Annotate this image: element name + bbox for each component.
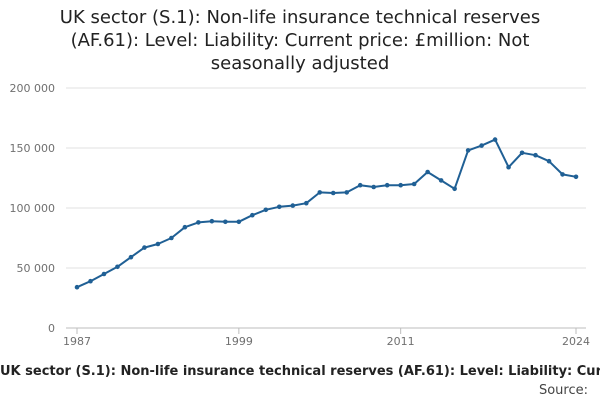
x-tick-label: 1987 (63, 335, 91, 348)
data-point (101, 271, 107, 277)
data-point (290, 203, 296, 208)
data-point (357, 182, 363, 188)
source-label: Source: (538, 383, 588, 398)
x-tick-label: 2024 (562, 335, 590, 348)
data-point (317, 190, 323, 195)
data-point (398, 182, 403, 188)
y-tick-label: 0 (48, 322, 55, 335)
data-point (465, 148, 471, 153)
series-line (76, 138, 577, 289)
data-point (155, 241, 161, 247)
tick-labels: 0 50 000 100 000 150 000 200 000 1987 1999 2011… (10, 82, 591, 348)
chart-title: UK sector (S.1): Non-life insurance tech… (59, 7, 541, 74)
data-point (263, 207, 269, 213)
gridlines (66, 87, 586, 269)
data-point (344, 190, 350, 195)
data-point (182, 224, 188, 230)
series (74, 137, 579, 290)
y-tick-label: 150 000 (10, 142, 56, 155)
data-point (169, 235, 174, 241)
data-point (479, 143, 484, 148)
data-point (546, 158, 552, 164)
data-point (506, 164, 511, 170)
x-axis-label: UK sector (S.1): Non-life insurance tech… (0, 364, 600, 379)
data-point (573, 174, 579, 180)
axes (66, 327, 586, 334)
data-point (142, 245, 147, 250)
y-tick-label: 50 000 (17, 262, 56, 275)
data-point (452, 186, 457, 192)
data-point (276, 204, 282, 210)
data-point (330, 190, 336, 196)
x-tick-label: 2011 (387, 335, 415, 348)
data-point (371, 184, 377, 190)
data-point (411, 181, 417, 187)
data-point (492, 137, 498, 142)
data-point (128, 254, 134, 260)
data-point (384, 182, 390, 188)
y-tick-label: 200 000 (10, 82, 56, 95)
x-tick-label: 1999 (225, 335, 253, 348)
data-point (533, 152, 538, 158)
data-point (223, 219, 228, 225)
data-point (303, 200, 309, 206)
data-point (74, 284, 80, 290)
data-point (560, 172, 565, 177)
data-point (196, 220, 201, 225)
data-point (209, 218, 215, 224)
data-point (236, 219, 242, 225)
data-point (519, 150, 525, 156)
y-tick-label: 100 000 (10, 202, 56, 215)
data-point (115, 264, 120, 270)
data-point (425, 169, 430, 175)
data-point (438, 178, 444, 183)
data-point (88, 278, 93, 284)
data-point (250, 212, 255, 218)
